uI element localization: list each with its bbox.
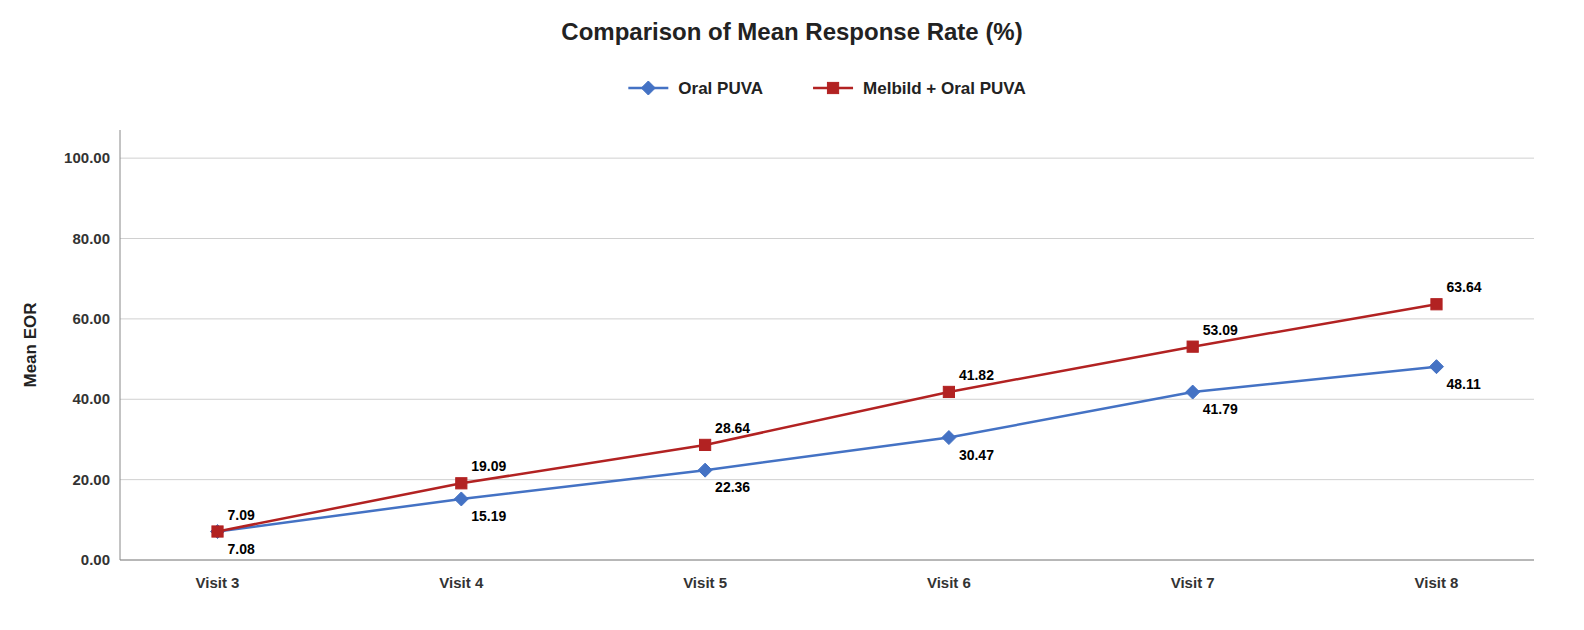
title: Comparison of Mean Response Rate (%) xyxy=(561,18,1022,45)
chart-container: Comparison of Mean Response Rate (%) 0.00… xyxy=(0,0,1584,630)
legend-item: Oral PUVA xyxy=(628,79,763,98)
grid-line xyxy=(120,238,1534,239)
grid xyxy=(120,158,1534,560)
y-axis-label: Mean EOR xyxy=(21,302,40,387)
legend-item: Melbild + Oral PUVA xyxy=(813,79,1026,98)
marker xyxy=(942,431,956,445)
data-label: 7.09 xyxy=(228,507,255,523)
y-tick-label: 80.00 xyxy=(72,230,110,247)
data-label: 63.64 xyxy=(1446,279,1481,295)
x-tick-label: Visit 7 xyxy=(1171,574,1215,591)
marker xyxy=(454,492,468,506)
plot-area xyxy=(211,299,1444,539)
data-label: 53.09 xyxy=(1203,322,1238,338)
grid-line xyxy=(120,560,1534,561)
data-label: 7.08 xyxy=(228,541,255,557)
data-label: 41.79 xyxy=(1203,401,1238,417)
x-axis-line xyxy=(120,560,1534,561)
marker xyxy=(1187,341,1198,352)
y-tick-label: 20.00 xyxy=(72,471,110,488)
marker xyxy=(456,478,467,489)
marker xyxy=(943,386,954,397)
legend: Oral PUVA Melbild + Oral PUVA xyxy=(628,79,1025,98)
x-tick-label: Visit 4 xyxy=(439,574,484,591)
x-tick-label: Visit 6 xyxy=(927,574,971,591)
grid-line xyxy=(120,318,1534,319)
y-axis-line xyxy=(120,130,121,560)
grid-line xyxy=(120,479,1534,480)
data-label: 15.19 xyxy=(471,508,506,524)
legend-label: Melbild + Oral PUVA xyxy=(863,79,1026,98)
data-labels: 7.08 15.19 22.36 30.47 41.79 48.11 7.09 19.09 28… xyxy=(228,279,1482,556)
x-tick-label: Visit 5 xyxy=(683,574,727,591)
marker xyxy=(1186,385,1200,399)
y-tick-label: 0.00 xyxy=(81,551,110,568)
data-label: 28.64 xyxy=(715,420,750,436)
legend-marker xyxy=(641,81,655,95)
y-tick-label: 60.00 xyxy=(72,310,110,327)
marker xyxy=(211,525,225,539)
data-label: 22.36 xyxy=(715,479,750,495)
legend-marker xyxy=(827,82,838,93)
data-label: 19.09 xyxy=(471,458,506,474)
data-label: 48.11 xyxy=(1446,376,1480,392)
series-line xyxy=(218,367,1437,532)
grid-line xyxy=(120,399,1534,400)
marker xyxy=(698,463,712,477)
marker xyxy=(1431,299,1442,310)
marker xyxy=(212,526,223,537)
series-line xyxy=(218,304,1437,531)
y-tick-label: 100.00 xyxy=(64,149,110,166)
x-tick-label: Visit 3 xyxy=(196,574,240,591)
chart: Comparison of Mean Response Rate (%) 0.00… xyxy=(0,0,1584,630)
marker xyxy=(700,439,711,450)
y-tick-label: 40.00 xyxy=(72,390,110,407)
legend-label: Oral PUVA xyxy=(678,79,763,98)
grid-line xyxy=(120,158,1534,159)
data-label: 41.82 xyxy=(959,367,994,383)
marker xyxy=(1429,360,1443,374)
x-tick-label: Visit 8 xyxy=(1415,574,1459,591)
data-label: 30.47 xyxy=(959,447,994,463)
